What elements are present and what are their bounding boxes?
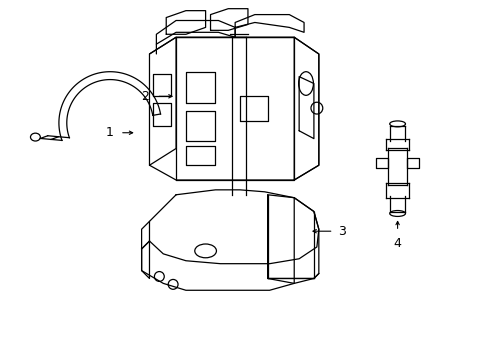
Text: 4: 4	[393, 237, 401, 250]
Text: 2: 2	[142, 90, 149, 103]
Text: 3: 3	[338, 225, 346, 238]
Text: 1: 1	[106, 126, 114, 139]
